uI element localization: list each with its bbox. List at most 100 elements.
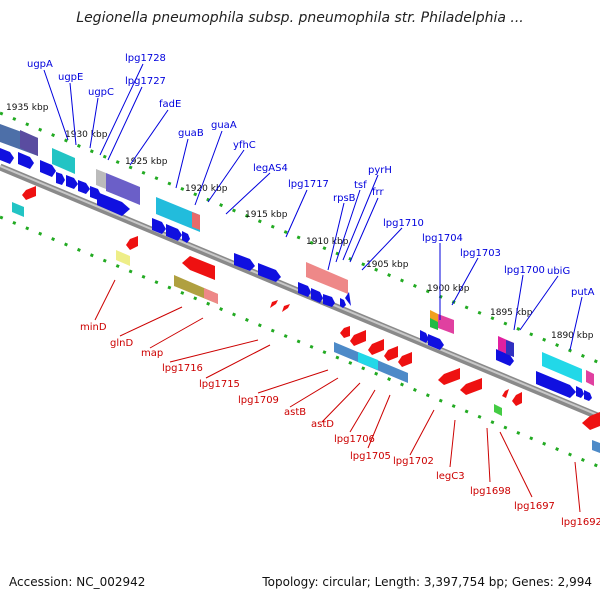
feature-box: [12, 202, 24, 217]
gene-label: astB: [284, 407, 306, 418]
gene-arrow: [97, 192, 130, 216]
gene-arrow: [582, 412, 600, 430]
feature-box: [106, 173, 140, 205]
gene-arrow: [166, 224, 182, 241]
gene-label: ubiG: [547, 266, 570, 277]
gene-arrow: [502, 389, 509, 398]
minus-label-lines: [94, 279, 581, 513]
gene-arrow: [576, 386, 584, 398]
gene-arrow: [182, 231, 190, 243]
gene-arrow: [350, 330, 366, 346]
kbp-tick-label: 1935 kbp: [6, 103, 49, 113]
gene-arrow: [66, 175, 78, 189]
gene-arrow: [22, 186, 36, 200]
gene-arrow: [340, 298, 346, 308]
gene-label: glnD: [110, 338, 133, 349]
topology-info-text: Topology: circular; Length: 3,397,754 bp…: [262, 575, 592, 589]
gene-arrow: [496, 349, 514, 366]
gene-label: lpg1704: [422, 233, 463, 244]
plus-label-lines: [43, 63, 583, 351]
gene-arrow: [460, 378, 482, 395]
gene-arrow: [311, 288, 323, 303]
kbp-tick-label: 1920 kbp: [185, 184, 228, 194]
gene-arrow: [428, 334, 444, 350]
gene-label: lpg1702: [393, 456, 434, 467]
feature-box: [358, 352, 378, 370]
gene-arrow: [18, 152, 34, 169]
gene-label: map: [141, 348, 163, 359]
kbp-tick-label: 1900 kbp: [427, 284, 470, 294]
gene-label: lpg1716: [162, 363, 203, 374]
gene-label: lpg1697: [514, 501, 555, 512]
gene-arrow: [420, 330, 429, 343]
gene-label: lpg1706: [334, 434, 375, 445]
gene-label: legAS4: [253, 163, 288, 174]
feature-box: [506, 340, 514, 357]
gene-arrow: [78, 180, 90, 194]
gene-label: ugpC: [88, 87, 114, 98]
gene-arrow: [270, 300, 278, 308]
gene-label: frr: [372, 187, 384, 198]
gene-label: astD: [311, 419, 334, 430]
gene-arrow: [340, 326, 350, 338]
gene-label: ugpA: [27, 59, 53, 70]
gene-label: guaA: [211, 120, 237, 131]
gene-arrow: [368, 339, 384, 355]
gene-arrow: [182, 256, 215, 280]
accession-text: Accession: NC_002942: [9, 575, 146, 589]
feature-box: [204, 288, 218, 304]
gene-label: pyrH: [368, 165, 392, 176]
feature-box: [192, 212, 200, 230]
feature-box: [542, 352, 582, 383]
feature-box: [156, 197, 200, 232]
gene-arrow: [438, 368, 460, 385]
gene-arrow: [258, 263, 281, 282]
kbp-tick-label: 1895 kbp: [490, 308, 533, 318]
feature-box: [116, 250, 130, 266]
gene-arrow: [126, 236, 138, 250]
feature-box: [20, 130, 38, 156]
gene-arrow: [536, 371, 576, 398]
gene-label: minD: [80, 322, 107, 333]
plus-strand-features: [0, 124, 594, 386]
gene-arrow: [40, 160, 56, 177]
gene-label: yfhC: [233, 140, 256, 151]
kbp-tick-label: 1910 kbp: [306, 237, 349, 247]
gene-label: lpg1705: [350, 451, 391, 462]
gene-label: lpg1715: [199, 379, 240, 390]
gene-arrow: [152, 218, 166, 234]
gene-label: lpg1700: [504, 265, 545, 276]
gene-arrow: [323, 294, 335, 307]
gene-label: lpg1692: [561, 517, 600, 528]
kbp-tick-label: 1915 kbp: [245, 210, 288, 220]
feature-box: [592, 440, 600, 453]
gene-label: rpsB: [333, 193, 356, 204]
kbp-tick-label: 1930 kbp: [65, 130, 108, 140]
gene-label: lpg1717: [288, 179, 329, 190]
feature-box: [494, 404, 502, 416]
feature-box: [586, 370, 594, 386]
minus-gene-labels: minD glnD map lpg1716 lpg1715 lpg1709 as…: [80, 322, 600, 528]
gene-arrow: [384, 346, 398, 361]
gene-label: lpg1727: [125, 76, 166, 87]
gene-label: lpg1703: [460, 248, 501, 259]
plus-strand-genes: [0, 148, 592, 401]
small-arrow: [345, 292, 351, 306]
gene-label: lpg1728: [125, 53, 166, 64]
gene-label: legC3: [436, 471, 465, 482]
gene-arrow: [234, 253, 255, 271]
gene-arrow: [398, 352, 412, 367]
plus-gene-labels: ugpA ugpE ugpC lpg1728 lpg1727 fadE guaB…: [27, 53, 595, 298]
gene-arrow: [512, 392, 522, 406]
gene-label: lpg1698: [470, 486, 511, 497]
gene-arrow: [584, 390, 592, 401]
map-title: Legionella pneumophila subsp. pneumophil…: [76, 10, 524, 26]
kbp-axis: 1935 kbp 1930 kbp 1925 kbp 1920 kbp 1915…: [6, 103, 594, 341]
gene-label: ugpE: [58, 72, 83, 83]
gene-arrow: [0, 148, 14, 164]
gene-label: tsf: [354, 180, 367, 191]
feature-box: [430, 318, 438, 330]
upper-tick-track: [0, 111, 600, 365]
gene-label: fadE: [159, 99, 181, 110]
